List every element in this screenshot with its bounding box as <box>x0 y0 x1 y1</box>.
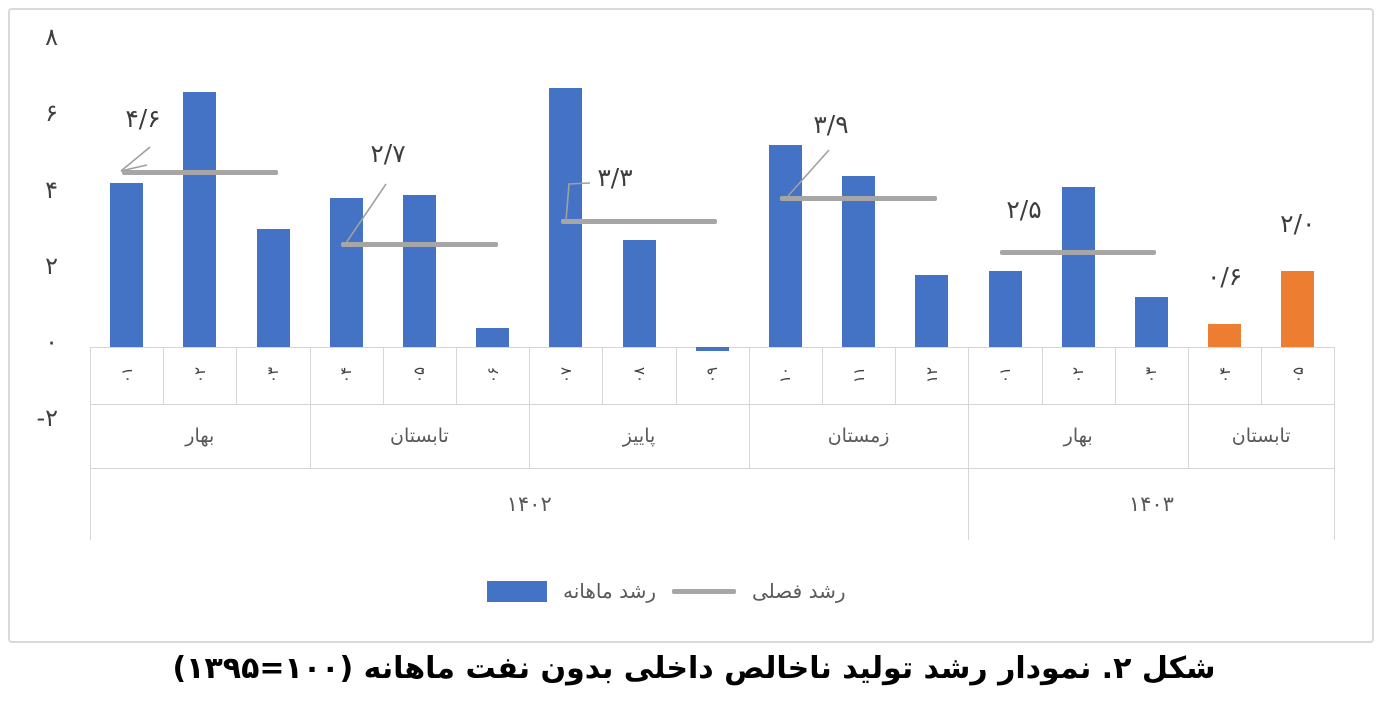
bar-monthly-growth <box>1134 297 1168 347</box>
season-axis-label: بهار <box>185 425 215 447</box>
monthly-growth-swatch-icon <box>487 580 547 602</box>
bar-monthly-growth <box>768 145 802 347</box>
month-axis-label: ۰۷ <box>556 366 575 384</box>
bar-value-label: ۲/۰ <box>1280 208 1316 238</box>
month-axis-label: ۰۹ <box>703 366 722 384</box>
seasonal-growth-line-marker-icon <box>672 588 737 594</box>
category-table-vline <box>163 347 165 404</box>
bar-monthly-growth <box>695 347 729 351</box>
bar-monthly-growth <box>110 183 144 347</box>
bar-monthly-growth <box>915 274 949 347</box>
y-axis-tick-label: ۶ <box>45 99 58 128</box>
seasonal-growth-line <box>341 242 498 248</box>
seasonal-growth-value-label: ۲/۷ <box>370 139 406 168</box>
bar-value-label: ۰/۶ <box>1206 262 1243 292</box>
bar-monthly-growth <box>329 198 363 347</box>
month-axis-label: ۰۸ <box>630 366 648 384</box>
bar-monthly-growth <box>402 194 436 347</box>
year-axis-label: ۱۴۰۲ <box>506 492 552 516</box>
category-table-hline <box>90 404 1335 405</box>
bar-monthly-growth <box>256 228 290 347</box>
category-table-vline <box>529 347 531 468</box>
seasonal-growth-line <box>780 196 937 202</box>
chart-frame <box>8 8 1374 643</box>
category-table-vline <box>236 347 238 404</box>
y-axis-tick-label: -۲ <box>36 404 58 433</box>
month-axis-label: ۰۱ <box>117 366 136 384</box>
y-axis-tick-label: ۴ <box>45 175 58 204</box>
month-axis-label: ۰۲ <box>1069 366 1088 384</box>
category-table-vline <box>1114 347 1116 404</box>
category-table-vline <box>382 347 384 404</box>
category-table-vline <box>968 347 970 540</box>
category-table-vline <box>456 347 457 404</box>
category-table-vline <box>1261 347 1263 404</box>
monthly-growth-legend-label: رشد ماهانه <box>563 579 657 603</box>
month-axis-label: ۰۲ <box>190 366 209 384</box>
category-table-vline <box>602 347 604 404</box>
month-axis-label: ۰۶ <box>483 366 502 384</box>
y-axis-tick-label: ۸ <box>45 23 58 52</box>
month-axis-label: ۰۵ <box>410 366 429 384</box>
seasonal-growth-value-label: ۳/۳ <box>597 163 633 192</box>
month-axis-label: ۱۲ <box>922 366 941 384</box>
month-axis-label: ۰۴ <box>337 366 356 384</box>
category-table-vline <box>675 347 677 404</box>
seasonal-growth-line <box>1000 249 1157 255</box>
month-axis-label: ۰۴ <box>1215 366 1234 384</box>
month-axis-label: ۰۳ <box>264 366 282 384</box>
month-axis-label: ۱۰ <box>776 366 795 384</box>
y-axis-tick-label: ۰ <box>45 328 58 356</box>
bar-monthly-growth-highlight <box>1208 324 1242 347</box>
month-axis-label: ۰۳ <box>1142 366 1161 384</box>
bar-monthly-growth <box>476 327 510 347</box>
category-table-vline <box>1041 347 1043 404</box>
month-axis-label: ۱۱ <box>849 366 868 384</box>
month-axis-label: ۰۵ <box>1288 366 1307 384</box>
category-table-vline <box>309 347 311 468</box>
bar-monthly-growth-highlight <box>1281 270 1315 347</box>
seasonal-growth-value-label: ۴/۶ <box>125 104 161 133</box>
seasonal-growth-value-label: ۳/۹ <box>813 110 849 139</box>
month-axis-label: ۰۱ <box>996 366 1014 384</box>
bar-monthly-growth <box>183 91 217 347</box>
seasonal-growth-line <box>560 219 718 225</box>
season-axis-label: تابستان <box>1231 425 1291 447</box>
season-axis-label: تابستان <box>389 425 449 447</box>
category-table-vline <box>1334 347 1336 540</box>
bar-monthly-growth <box>1061 186 1095 347</box>
season-axis-label: بهار <box>1063 425 1093 447</box>
year-axis-label: ۱۴۰۳ <box>1128 492 1174 516</box>
bar-monthly-growth <box>988 270 1022 347</box>
seasonal-growth-value-label: ۲/۵ <box>1006 195 1042 224</box>
category-table-hline <box>90 468 1335 469</box>
category-table-vline <box>822 347 823 404</box>
chart-legend: رشد ماهانه رشد فصلی <box>487 579 845 603</box>
category-table-vline <box>748 347 750 468</box>
figure-caption: شکل ۲. نمودار رشد تولید ناخالص داخلی بدو… <box>172 651 1216 686</box>
y-axis-tick-label: ۲ <box>45 251 58 280</box>
seasonal-growth-legend-label: رشد فصلی <box>752 579 846 603</box>
category-table-vline <box>895 347 897 404</box>
bar-monthly-growth <box>549 87 583 347</box>
season-axis-label: زمستان <box>827 425 890 447</box>
season-axis-label: پاییز <box>622 425 656 447</box>
category-table-vline <box>1188 347 1189 468</box>
bar-monthly-growth <box>842 175 876 347</box>
seasonal-growth-line <box>121 169 278 175</box>
bar-monthly-growth <box>622 240 656 347</box>
category-table-vline <box>90 347 91 540</box>
